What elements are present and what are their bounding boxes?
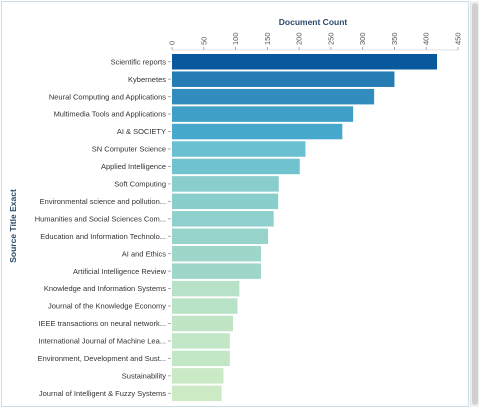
bar-chart: Document Count Source Title Exact 0 50 100… — [8, 17, 463, 402]
x-tick-label: 200 — [295, 32, 304, 45]
vertical-scrollbar[interactable] — [470, 1, 479, 407]
bar[interactable] — [172, 88, 375, 105]
category-label: Applied Intelligence — [101, 162, 166, 171]
bars — [172, 54, 438, 402]
x-tick-label: 150 — [263, 32, 272, 45]
category-label: Soft Computing — [114, 180, 166, 189]
x-tick-label: 400 — [422, 32, 431, 45]
y-axis-title: Source Title Exact — [8, 189, 18, 263]
bar[interactable] — [172, 333, 230, 349]
category-label: International Journal of Machine Lea... — [38, 337, 166, 346]
category-label: Education and Information Technolo... — [40, 232, 166, 241]
x-tick-label: 450 — [454, 32, 463, 45]
category-label: AI and Ethics — [122, 249, 166, 258]
scrollbar-thumb[interactable] — [472, 3, 478, 405]
category-label: AI & SOCIETY — [117, 127, 166, 136]
bar[interactable] — [172, 263, 261, 279]
bar[interactable] — [172, 385, 222, 402]
category-label: Artificial Intelligence Review — [73, 267, 167, 276]
bar[interactable] — [172, 368, 224, 384]
category-label: Journal of the Knowledge Economy — [48, 302, 166, 311]
x-tick-label: 350 — [390, 32, 399, 45]
category-label: Environment, Development and Sust... — [38, 354, 166, 363]
x-tick-label: 100 — [231, 32, 240, 45]
category-label: Kybernetes — [128, 75, 166, 84]
bar[interactable] — [172, 176, 279, 192]
bar[interactable] — [172, 228, 268, 245]
x-tick-label: 50 — [199, 37, 208, 45]
bar[interactable] — [172, 350, 230, 367]
category-label: Sustainability — [122, 371, 166, 380]
x-axis: 0 50 100 150 200 250 300 350 400 450 — [168, 32, 463, 51]
category-label: Multimedia Tools and Applications — [54, 110, 167, 119]
bar[interactable] — [172, 193, 279, 210]
category-label: Neural Computing and Applications — [49, 92, 166, 101]
category-label: SN Computer Science — [92, 145, 166, 154]
bar[interactable] — [172, 280, 240, 297]
bar[interactable] — [172, 106, 354, 122]
category-label: Humanities and Social Sciences Com... — [35, 214, 166, 223]
x-tick-label: 0 — [168, 41, 177, 45]
bar[interactable] — [172, 54, 438, 70]
bar[interactable] — [172, 245, 261, 262]
bar[interactable] — [172, 141, 306, 157]
category-label: Knowledge and Information Systems — [44, 284, 166, 293]
bar[interactable] — [172, 123, 343, 140]
bar[interactable] — [172, 71, 395, 87]
bar[interactable] — [172, 211, 274, 227]
y-axis: Scientific reports Kybernetes Neural Compu… — [35, 57, 171, 398]
category-label: Journal of Intelligent & Fuzzy Systems — [39, 389, 166, 398]
x-tick-label: 250 — [326, 32, 335, 45]
chart-panel: Document Count Source Title Exact 0 50 100… — [1, 1, 469, 407]
bar[interactable] — [172, 315, 234, 332]
bar[interactable] — [172, 158, 300, 175]
bar[interactable] — [172, 298, 238, 314]
x-tick-label: 300 — [358, 32, 367, 45]
category-label: IEEE transactions on neural network... — [38, 319, 166, 328]
category-label: Scientific reports — [111, 57, 167, 66]
category-label: Environmental science and pollution... — [40, 197, 166, 206]
x-axis-title: Document Count — [279, 17, 348, 27]
